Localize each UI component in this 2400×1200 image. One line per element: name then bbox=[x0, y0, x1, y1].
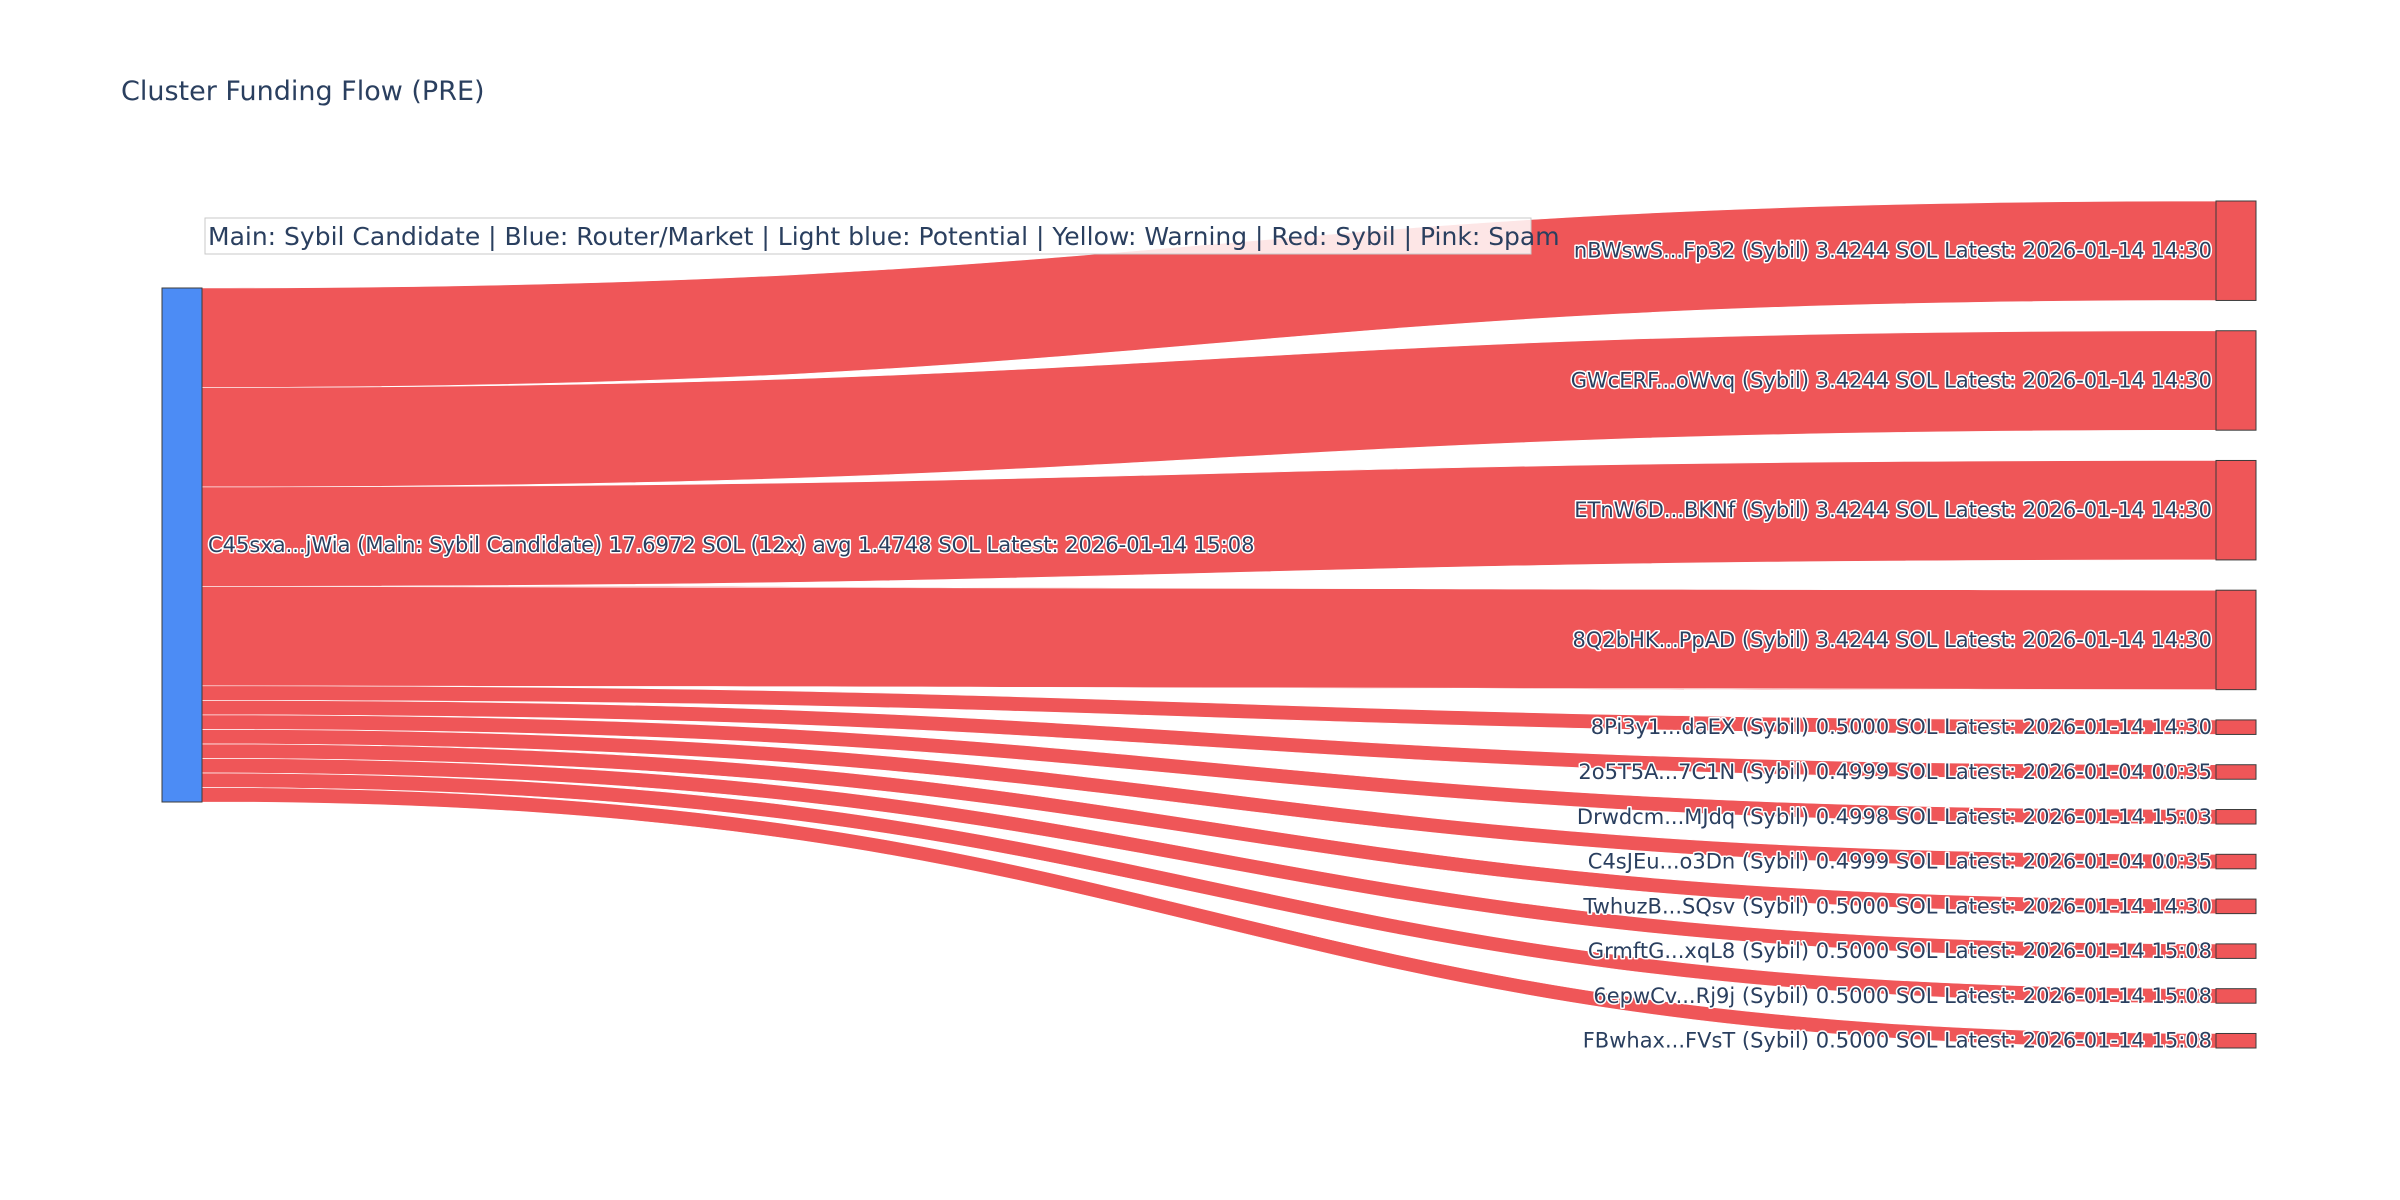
target-node[interactable] bbox=[2215, 589, 2257, 691]
target-node-label: 2o5T5A...7C1N (Sybil) 0.4999 SOL Latest:… bbox=[1578, 760, 2212, 784]
legend-note-background bbox=[204, 217, 1532, 255]
target-node[interactable] bbox=[2215, 1032, 2257, 1049]
target-node[interactable] bbox=[2215, 988, 2257, 1004]
chart-title: Cluster Funding Flow (PRE) bbox=[121, 76, 485, 107]
target-node-label: Drwdcm...MJdq (Sybil) 0.4998 SOL Latest:… bbox=[1577, 805, 2212, 829]
legend-note-box: Main: Sybil Candidate | Blue: Router/Mar… bbox=[204, 217, 1560, 255]
target-node-label: C4sJEu...o3Dn (Sybil) 0.4999 SOL Latest:… bbox=[1588, 850, 2212, 874]
target-node-label: TwhuzB...SQsv (Sybil) 0.5000 SOL Latest:… bbox=[1582, 894, 2212, 918]
target-node[interactable] bbox=[2215, 459, 2257, 561]
target-node[interactable] bbox=[2215, 809, 2257, 825]
target-node-label: FBwhax...FVsT (Sybil) 0.5000 SOL Latest:… bbox=[1583, 1029, 2212, 1053]
target-node-label: 8Q2bHK...PpAD (Sybil) 3.4244 SOL Latest:… bbox=[1573, 628, 2212, 652]
target-node[interactable] bbox=[2215, 853, 2257, 870]
target-node[interactable] bbox=[2215, 719, 2257, 735]
legend-note-text: Main: Sybil Candidate | Blue: Router/Mar… bbox=[208, 222, 1560, 251]
target-node-label: GWcERF...oWvq (Sybil) 3.4244 SOL Latest:… bbox=[1571, 368, 2212, 392]
target-node-label: nBWswS...Fp32 (Sybil) 3.4244 SOL Latest:… bbox=[1574, 239, 2212, 263]
target-node[interactable] bbox=[2215, 764, 2257, 780]
target-node[interactable] bbox=[2215, 898, 2257, 915]
flow-nodes bbox=[161, 200, 2257, 1049]
node-labels: nBWswS...Fp32 (Sybil) 3.4244 SOL Latest:… bbox=[207, 237, 2214, 1054]
source-node-label: C45sxa...jWia (Main: Sybil Candidate) 17… bbox=[208, 533, 1254, 557]
flow-links bbox=[201, 200, 2217, 1049]
target-node-label: 6epwCv...Rj9j (Sybil) 0.5000 SOL Latest:… bbox=[1593, 984, 2212, 1008]
target-node-label: ETnW6D...BKNf (Sybil) 3.4244 SOL Latest:… bbox=[1574, 498, 2212, 522]
target-node[interactable] bbox=[2215, 330, 2257, 431]
target-node[interactable] bbox=[2215, 200, 2257, 301]
target-node-label: 8Pi3y1...daEX (Sybil) 0.5000 SOL Latest:… bbox=[1591, 715, 2212, 739]
target-node[interactable] bbox=[2215, 943, 2257, 959]
target-node-label: GrmftG...xqL8 (Sybil) 0.5000 SOL Latest:… bbox=[1588, 939, 2212, 963]
source-node[interactable] bbox=[161, 287, 203, 803]
